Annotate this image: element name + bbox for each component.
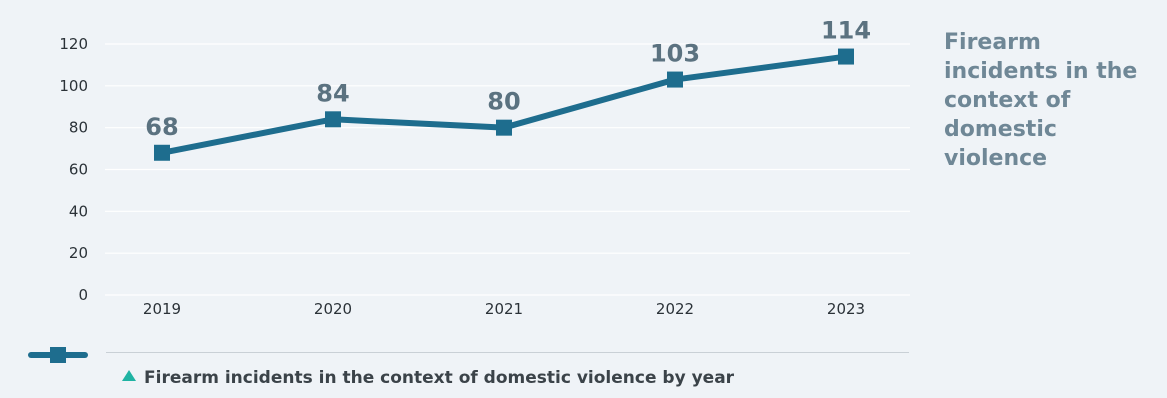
x-tick-label: 2023 <box>827 300 865 318</box>
side-title: Firearm incidents in the context of dome… <box>944 28 1154 173</box>
data-label: 114 <box>821 17 871 45</box>
y-tick-label: 100 <box>59 77 88 95</box>
legend-divider <box>106 352 909 353</box>
data-label: 84 <box>316 79 349 107</box>
data-point-marker <box>154 145 170 161</box>
x-tick-label: 2021 <box>485 300 523 318</box>
x-tick-label: 2019 <box>143 300 181 318</box>
legend-caption: Firearm incidents in the context of dome… <box>122 368 734 388</box>
legend-series-marker <box>50 347 66 363</box>
y-tick-label: 20 <box>69 244 88 262</box>
x-tick-label: 2022 <box>656 300 694 318</box>
x-tick-label: 2020 <box>314 300 352 318</box>
y-tick-label: 120 <box>59 35 88 53</box>
y-tick-label: 40 <box>69 202 88 220</box>
data-label: 68 <box>145 113 178 141</box>
data-label: 80 <box>487 88 520 116</box>
x-axis-ticks: 2019 2020 2021 2022 2023 <box>143 300 865 318</box>
data-point-marker <box>838 49 854 65</box>
triangle-up-icon <box>122 370 136 381</box>
data-point-marker <box>325 111 341 127</box>
y-tick-label: 60 <box>69 161 88 179</box>
data-point-marker <box>667 72 683 88</box>
data-label: 103 <box>650 40 700 68</box>
y-tick-label: 0 <box>78 286 88 304</box>
data-point-marker <box>496 120 512 136</box>
gridlines <box>105 44 910 295</box>
legend-caption-text: Firearm incidents in the context of dome… <box>144 368 734 388</box>
y-axis-ticks: 0 20 40 60 80 100 120 <box>59 35 88 304</box>
y-tick-label: 80 <box>69 119 88 137</box>
